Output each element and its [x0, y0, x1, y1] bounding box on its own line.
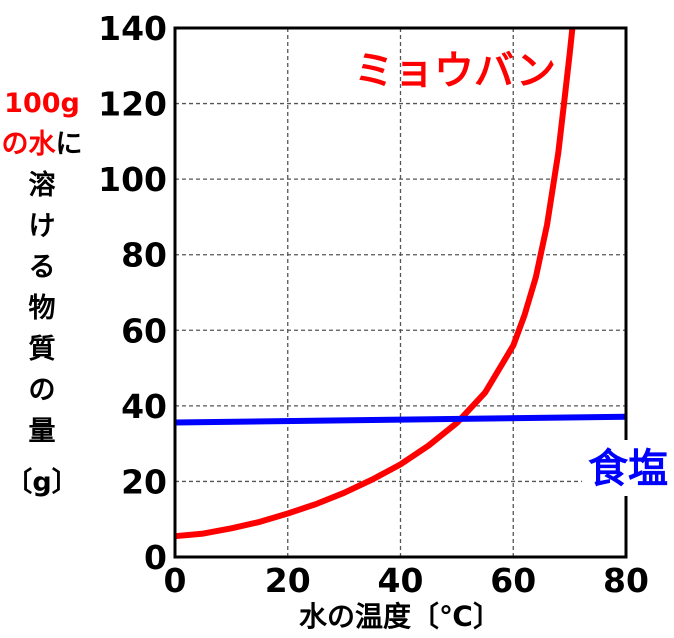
- plot-area: [175, 28, 626, 557]
- series-label-salt: 食塩: [588, 446, 668, 492]
- y-axis-label-line: の: [29, 375, 56, 406]
- y-axis-label-line: 100g: [4, 88, 80, 119]
- y-tick-label: 140: [98, 9, 167, 48]
- y-axis-label-line: る: [29, 252, 56, 283]
- y-axis-label-segment: 水: [29, 129, 57, 160]
- y-axis-label-line: 物: [29, 293, 56, 324]
- y-tick-label: 100: [98, 160, 167, 199]
- series-label-alum: ミョウバン: [354, 48, 556, 94]
- y-axis-label-line: 溶: [29, 169, 56, 201]
- y-axis-label-segment: け: [29, 211, 56, 242]
- y-axis-label-segment: 物: [29, 293, 56, 324]
- x-tick-label: 0: [164, 561, 187, 600]
- y-axis-label-segment: の: [29, 375, 56, 406]
- alum-series-line: [174, 27, 576, 540]
- x-tick-label: 60: [490, 561, 536, 600]
- y-tick-label: 60: [121, 311, 167, 350]
- y-axis-label-line: 量: [29, 416, 56, 447]
- y-axis-label-segment: の: [2, 129, 29, 160]
- y-axis-label-line: 〔g〕: [5, 467, 78, 498]
- y-tick-label: 0: [144, 538, 167, 577]
- series-label-salt-bg: [582, 440, 674, 496]
- y-axis-label-segment: 質: [29, 334, 56, 365]
- y-axis-label-segment: 溶: [29, 169, 56, 201]
- y-axis-label-segment: る: [29, 252, 56, 283]
- y-axis-label-line: の水に: [2, 129, 83, 160]
- y-axis-label-line: け: [29, 211, 56, 242]
- x-axis-label: 水の温度〔℃〕: [299, 600, 501, 633]
- y-axis-label-line: 質: [29, 334, 56, 365]
- y-tick-label: 120: [98, 85, 167, 124]
- y-tick-label: 80: [121, 236, 167, 275]
- x-tick-label: 20: [265, 561, 311, 600]
- y-axis-label-segment: 量: [29, 416, 56, 447]
- y-tick-label: 40: [121, 387, 167, 426]
- x-tick-label: 80: [603, 561, 649, 600]
- salt-series-line: [174, 413, 627, 426]
- y-axis-label-segment: 〔g〕: [5, 467, 78, 498]
- y-axis-label-segment: 100g: [4, 88, 80, 119]
- x-tick-label: 40: [378, 561, 424, 600]
- plot-frame: [173, 26, 628, 559]
- y-tick-label: 20: [121, 462, 167, 501]
- y-axis-label-segment: に: [56, 129, 83, 160]
